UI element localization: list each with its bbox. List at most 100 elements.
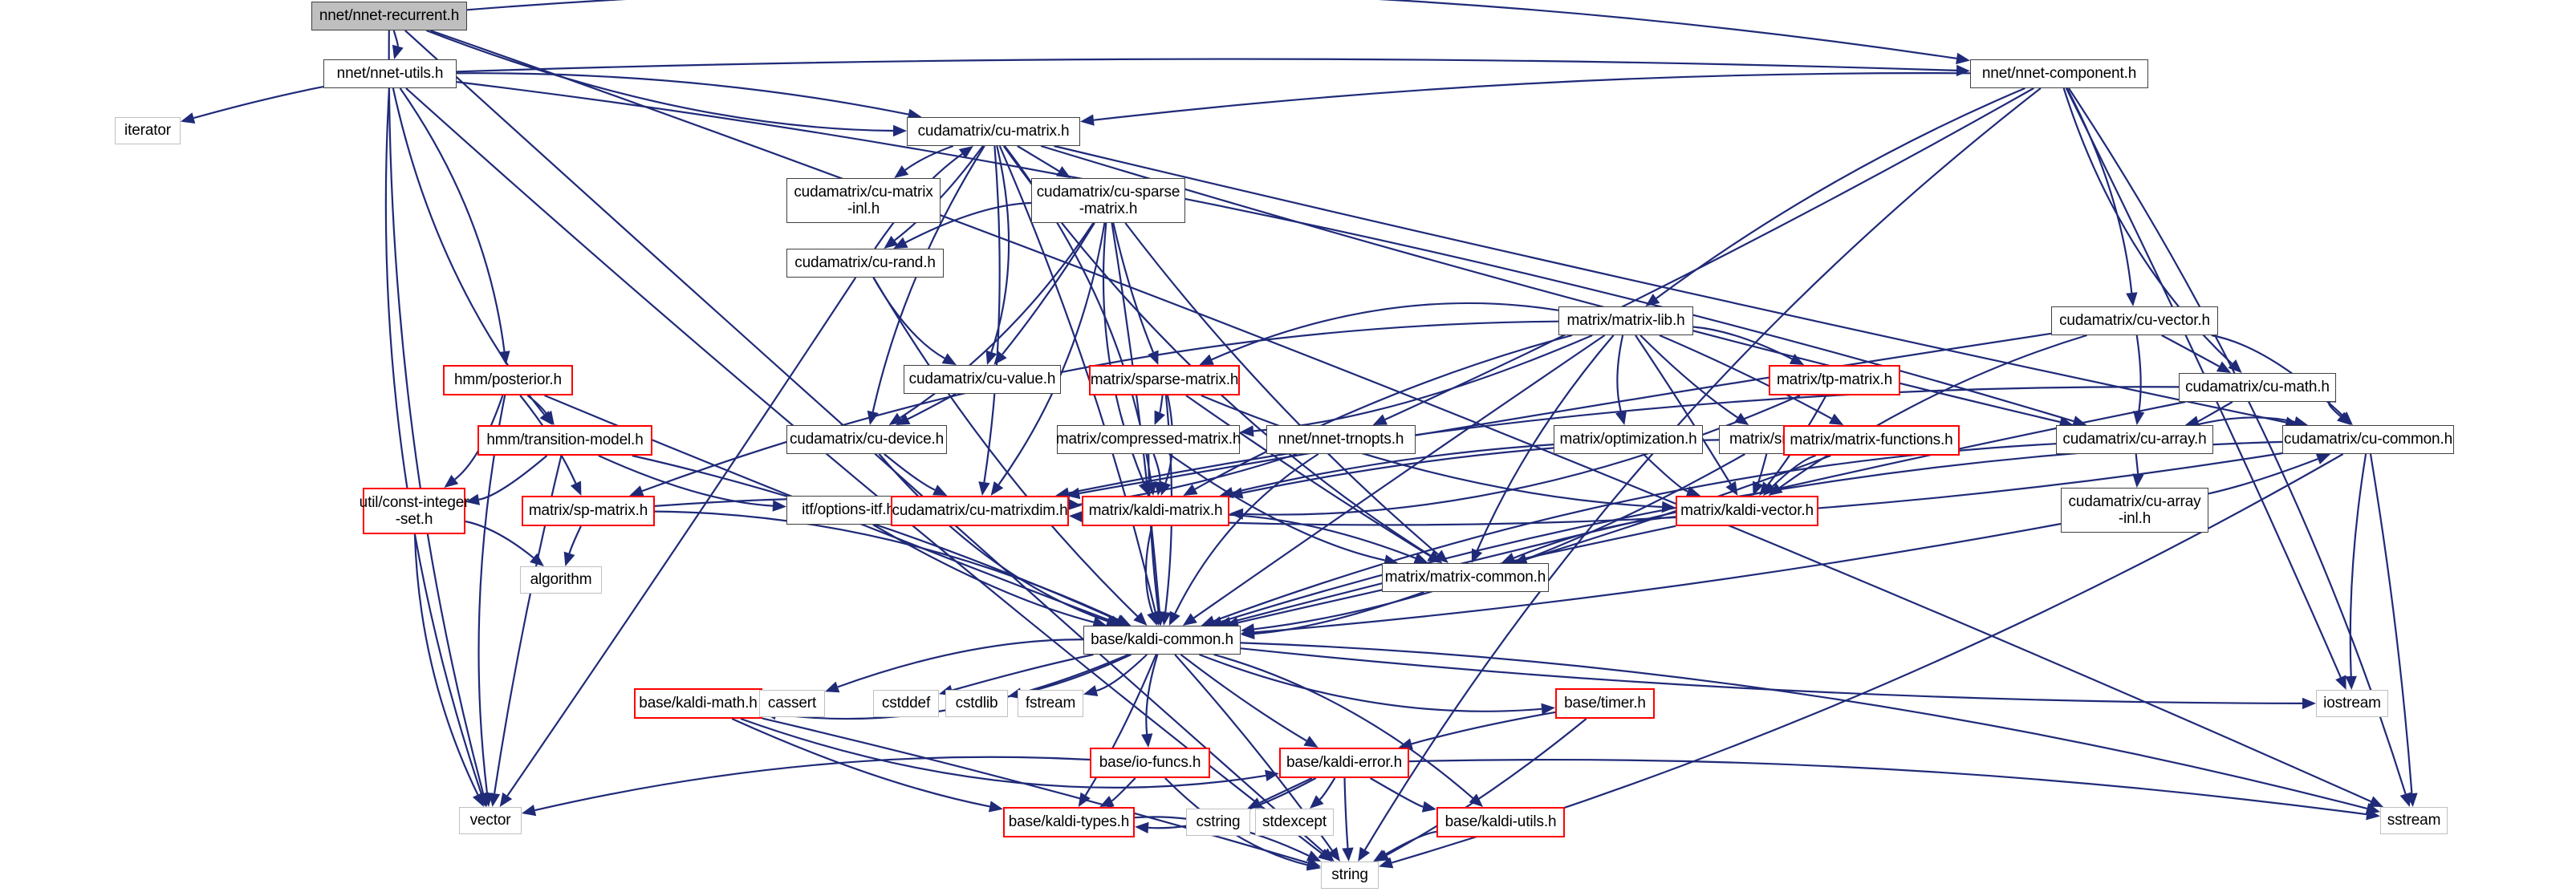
- graph-node-matrix_common[interactable]: matrix/matrix-common.h: [1382, 563, 1549, 592]
- graph-node-cu_matrix_inl[interactable]: cudamatrix/cu-matrix -inl.h: [786, 178, 941, 223]
- graph-node-posterior[interactable]: hmm/posterior.h: [443, 365, 573, 395]
- graph-edge-cu_matrix-to-cu_matrixdim: [983, 145, 1001, 483]
- graph-edge-cu_array_inl-to-cu_common: [2208, 458, 2318, 495]
- graph-node-timer[interactable]: base/timer.h: [1555, 688, 1655, 719]
- graph-node-options_itf[interactable]: itf/options-itf.h: [786, 496, 910, 525]
- graph-edge-cu_array-to-cu_array_inl: [2135, 453, 2139, 476]
- graph-node-sparse_matrix[interactable]: matrix/sparse-matrix.h: [1089, 365, 1240, 395]
- graph-arrowhead-kaldi_error-to-stdexcept: [1310, 795, 1324, 809]
- graph-edge-nnet_component-to-cu_matrix: [1093, 72, 1971, 121]
- graph-node-transition_model[interactable]: hmm/transition-model.h: [477, 425, 652, 456]
- graph-edge-kaldi_common-to-kaldi_error: [1180, 654, 1307, 742]
- graph-node-cu_math[interactable]: cudamatrix/cu-math.h: [2179, 373, 2336, 402]
- graph-node-cu_matrix[interactable]: cudamatrix/cu-matrix.h: [907, 117, 1080, 146]
- graph-arrowhead-kaldi_common-to-fstream: [1083, 685, 1099, 696]
- graph-arrowhead-kaldi_error-to-string: [1342, 847, 1354, 862]
- graph-edge-kaldi_common-to-timer: [1199, 653, 1542, 712]
- graph-node-cu_array[interactable]: cudamatrix/cu-array.h: [2056, 425, 2213, 454]
- graph-arrowhead-timer-to-string: [1375, 849, 1390, 862]
- graph-arrowhead-const_integer_set-to-vector: [472, 792, 484, 807]
- graph-arrowhead-nnet_utils-to-string: [1318, 848, 1333, 862]
- graph-node-cstring[interactable]: cstring: [1186, 809, 1250, 836]
- graph-edge-cu_common-to-sstream: [2369, 453, 2413, 794]
- graph-node-cu_value[interactable]: cudamatrix/cu-value.h: [904, 365, 1061, 394]
- graph-node-sp_matrix[interactable]: matrix/sp-matrix.h: [522, 496, 655, 526]
- graph-node-vector[interactable]: vector: [459, 807, 522, 834]
- graph-edge-nnet_recurrent-to-sstream: [430, 29, 2371, 803]
- graph-edge-kaldi_matrix-to-matrix_common: [1229, 513, 1416, 559]
- graph-node-nnet_utils[interactable]: nnet/nnet-utils.h: [323, 59, 457, 88]
- graph-arrowhead-matrix_lib-to-kaldi_vector: [1725, 480, 1738, 496]
- graph-node-string[interactable]: string: [1321, 862, 1379, 889]
- graph-node-cu_vector[interactable]: cudamatrix/cu-vector.h: [2051, 306, 2218, 335]
- graph-node-tp_matrix[interactable]: matrix/tp-matrix.h: [1769, 365, 1900, 395]
- graph-arrowhead-cu_common-to-cu_matrixdim: [1069, 510, 1083, 523]
- graph-node-cu_sparse_matrix[interactable]: cudamatrix/cu-sparse -matrix.h: [1031, 178, 1185, 223]
- graph-edge-const_integer_set-to-vector: [413, 533, 479, 796]
- graph-node-const_integer_set[interactable]: util/const-integer -set.h: [360, 488, 469, 534]
- graph-arrowhead-cu_matrix-to-cu_sparse_matrix: [1056, 166, 1071, 178]
- graph-arrowhead-nnet_recurrent-to-sstream: [2368, 796, 2383, 807]
- graph-edge-cu_vector-to-cu_matrixdim: [1079, 332, 2052, 495]
- graph-node-nnet_component[interactable]: nnet/nnet-component.h: [1970, 59, 2148, 88]
- graph-node-kaldi_utils[interactable]: base/kaldi-utils.h: [1436, 807, 1565, 837]
- graph-arrowhead-cu_sparse_matrix-to-cu_value: [993, 351, 1007, 365]
- graph-arrowhead-posterior-to-sp_matrix: [570, 480, 582, 496]
- graph-edge-nnet_recurrent-to-nnet_utils: [392, 30, 399, 47]
- graph-node-iostream[interactable]: iostream: [2316, 690, 2388, 717]
- graph-node-kaldi_common[interactable]: base/kaldi-common.h: [1083, 626, 1241, 655]
- graph-arrowhead-sp_matrix-to-kaldi_common: [1115, 614, 1132, 626]
- graph-arrowhead-kaldi_math-to-kaldi_error: [1265, 769, 1279, 781]
- graph-edge-cu_array_inl-to-kaldi_common: [1253, 522, 2062, 634]
- graph-node-kaldi_matrix[interactable]: matrix/kaldi-matrix.h: [1082, 496, 1229, 526]
- graph-edge-kaldi_math-to-kaldi_types: [731, 717, 990, 808]
- graph-edge-cu_vector-to-cu_array: [2135, 334, 2142, 412]
- graph-node-cu_rand[interactable]: cudamatrix/cu-rand.h: [786, 249, 944, 278]
- graph-node-io_funcs[interactable]: base/io-funcs.h: [1090, 748, 1210, 778]
- graph-arrowhead-timer-to-kaldi_error: [1398, 738, 1413, 750]
- graph-node-sstream[interactable]: sstream: [2380, 807, 2448, 834]
- graph-node-cu_matrixdim[interactable]: cudamatrix/cu-matrixdim.h: [891, 496, 1069, 526]
- graph-node-optimization[interactable]: matrix/optimization.h: [1554, 425, 1703, 454]
- graph-arrowhead-matrix_lib-to-sp_matrix: [629, 485, 644, 497]
- graph-node-kaldi_error[interactable]: base/kaldi-error.h: [1279, 748, 1409, 778]
- graph-edge-kaldi_math-to-string: [762, 717, 1309, 864]
- graph-edge-cu_matrix-to-kaldi_common: [998, 145, 1156, 613]
- graph-edge-matrix_lib-to-kaldi_vector: [1635, 334, 1732, 485]
- graph-node-compressed_matrix[interactable]: matrix/compressed-matrix.h: [1056, 425, 1241, 454]
- graph-node-matrix_lib[interactable]: matrix/matrix-lib.h: [1558, 306, 1693, 335]
- graph-node-kaldi_math[interactable]: base/kaldi-math.h: [634, 688, 762, 719]
- graph-node-nnet_recurrent[interactable]: nnet/nnet-recurrent.h: [311, 2, 467, 30]
- graph-node-cassert[interactable]: cassert: [759, 690, 825, 717]
- graph-edge-kaldi_common-to-sstream: [1240, 642, 2367, 809]
- graph-node-nnet_trnopts[interactable]: nnet/nnet-trnopts.h: [1266, 425, 1416, 454]
- graph-arrowhead-const_integer_set-to-algorithm: [530, 553, 544, 566]
- graph-node-cu_array_inl[interactable]: cudamatrix/cu-array -inl.h: [2061, 488, 2208, 533]
- graph-arrowhead-kaldi_error-to-sstream: [2366, 809, 2380, 821]
- graph-arrowhead-cu_math-to-cu_common: [2337, 412, 2351, 425]
- graph-node-cstddef[interactable]: cstddef: [873, 690, 939, 717]
- graph-arrowhead-cu_rand-to-cu_value: [941, 353, 957, 365]
- graph-edge-kaldi_common-to-iostream: [1240, 647, 2303, 704]
- graph-edge-nnet_utils-to-vector: [384, 87, 482, 795]
- graph-node-cu_common[interactable]: cudamatrix/cu-common.h: [2282, 425, 2454, 454]
- graph-arrowhead-transition_model-to-const_integer_set: [465, 493, 480, 505]
- graph-node-iterator[interactable]: iterator: [115, 117, 181, 144]
- graph-edge-cu_matrix-to-cu_sparse_matrix: [1017, 145, 1060, 172]
- graph-node-cstdlib[interactable]: cstdlib: [945, 690, 1008, 717]
- graph-arrowhead-cu_vector-to-cu_math: [2216, 361, 2232, 373]
- graph-node-fstream[interactable]: fstream: [1018, 690, 1083, 717]
- graph-node-stdexcept[interactable]: stdexcept: [1255, 809, 1334, 836]
- graph-node-matrix_functions[interactable]: matrix/matrix-functions.h: [1783, 425, 1960, 456]
- graph-edge-kaldi_common-to-cassert: [837, 639, 1084, 688]
- graph-edge-cu_device-to-kaldi_common: [878, 453, 1108, 622]
- graph-node-kaldi_types[interactable]: base/kaldi-types.h: [1003, 807, 1135, 837]
- graph-edge-cu_matrix-to-cu_matrix_inl: [904, 144, 954, 171]
- graph-node-kaldi_vector[interactable]: matrix/kaldi-vector.h: [1676, 496, 1818, 526]
- graph-arrowhead-cu_common-to-kaldi_common: [1208, 616, 1224, 627]
- graph-edge-nnet_recurrent-to-nnet_component: [466, 0, 1957, 59]
- graph-node-algorithm[interactable]: algorithm: [520, 566, 602, 594]
- graph-arrowhead-options_itf-to-kaldi_common: [1092, 616, 1107, 628]
- graph-node-cu_device[interactable]: cudamatrix/cu-device.h: [786, 425, 947, 454]
- graph-edge-posterior-to-transition_model: [526, 395, 548, 415]
